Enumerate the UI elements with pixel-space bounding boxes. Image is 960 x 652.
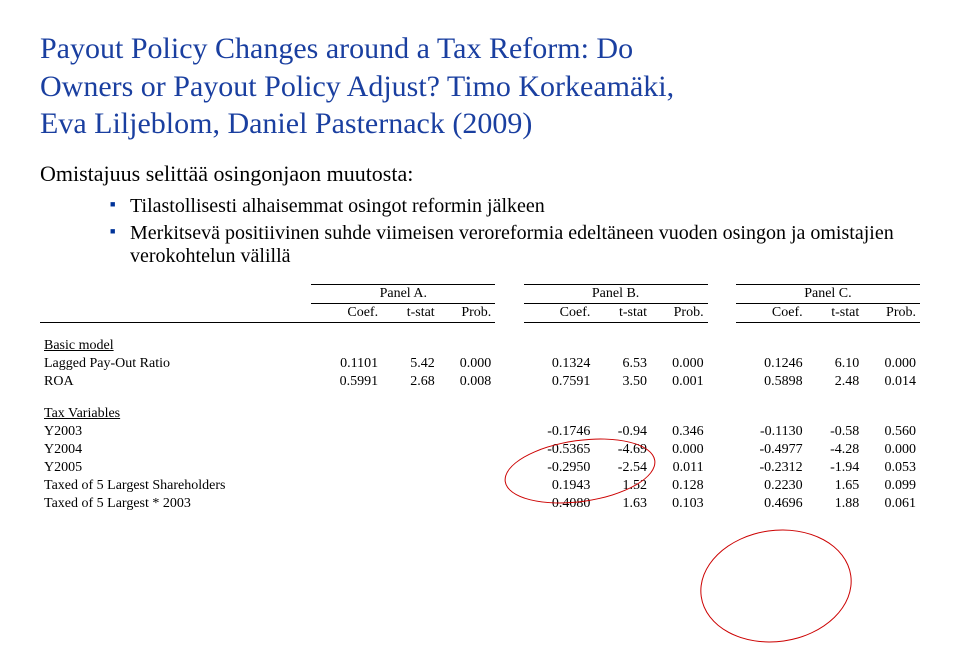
table-row: Lagged Pay-Out Ratio 0.1101 5.42 0.000 0… [40, 355, 920, 373]
col-tstat: t-stat [807, 303, 864, 322]
row-label: Taxed of 5 Largest * 2003 [40, 495, 311, 513]
tax-variables-header: Tax Variables [40, 405, 920, 423]
title-line-2: Owners or Payout Policy Adjust? Timo Kor… [40, 70, 674, 103]
basic-model-header: Basic model [40, 337, 920, 355]
table-row: Taxed of 5 Largest Shareholders 0.1943 1… [40, 477, 920, 495]
annotation-ellipse [693, 520, 859, 652]
row-label: Taxed of 5 Largest Shareholders [40, 477, 311, 495]
page-title: Payout Policy Changes around a Tax Refor… [40, 30, 920, 143]
bullet-item: Tilastollisesti alhaisemmat osingot refo… [110, 195, 920, 218]
panel-c-label: Panel C. [736, 284, 920, 303]
table-row: Y2004 -0.5365 -4.69 0.000 -0.4977 -4.28 … [40, 441, 920, 459]
subheading: Omistajuus selittää osingonjaon muutosta… [40, 161, 920, 187]
col-tstat: t-stat [382, 303, 439, 322]
table-row: ROA 0.5991 2.68 0.008 0.7591 3.50 0.001 … [40, 373, 920, 391]
table-row: Taxed of 5 Largest * 2003 0.4080 1.63 0.… [40, 495, 920, 513]
row-label: ROA [40, 373, 311, 391]
bullet-item: Merkitsevä positiivinen suhde viimeisen … [110, 222, 920, 268]
column-header-row: Coef. t-stat Prob. Coef. t-stat Prob. Co… [40, 303, 920, 322]
table-row: Y2003 -0.1746 -0.94 0.346 -0.1130 -0.58 … [40, 423, 920, 441]
col-coef: Coef. [311, 303, 382, 322]
row-label: Y2004 [40, 441, 311, 459]
bullet-list: Tilastollisesti alhaisemmat osingot refo… [70, 195, 920, 268]
row-label: Y2005 [40, 459, 311, 477]
col-coef: Coef. [736, 303, 807, 322]
col-prob: Prob. [439, 303, 496, 322]
results-table: Panel A. Panel B. Panel C. Coef. t-stat … [40, 284, 920, 513]
title-line-3: Eva Liljeblom, Daniel Pasternack (2009) [40, 107, 532, 140]
panel-b-label: Panel B. [524, 284, 708, 303]
col-coef: Coef. [524, 303, 595, 322]
table-row: Y2005 -0.2950 -2.54 0.011 -0.2312 -1.94 … [40, 459, 920, 477]
row-label: Y2003 [40, 423, 311, 441]
col-prob: Prob. [651, 303, 708, 322]
panel-header-row: Panel A. Panel B. Panel C. [40, 284, 920, 303]
title-line-1: Payout Policy Changes around a Tax Refor… [40, 32, 633, 65]
col-prob: Prob. [863, 303, 920, 322]
panel-a-label: Panel A. [311, 284, 495, 303]
row-label: Lagged Pay-Out Ratio [40, 355, 311, 373]
col-tstat: t-stat [594, 303, 651, 322]
